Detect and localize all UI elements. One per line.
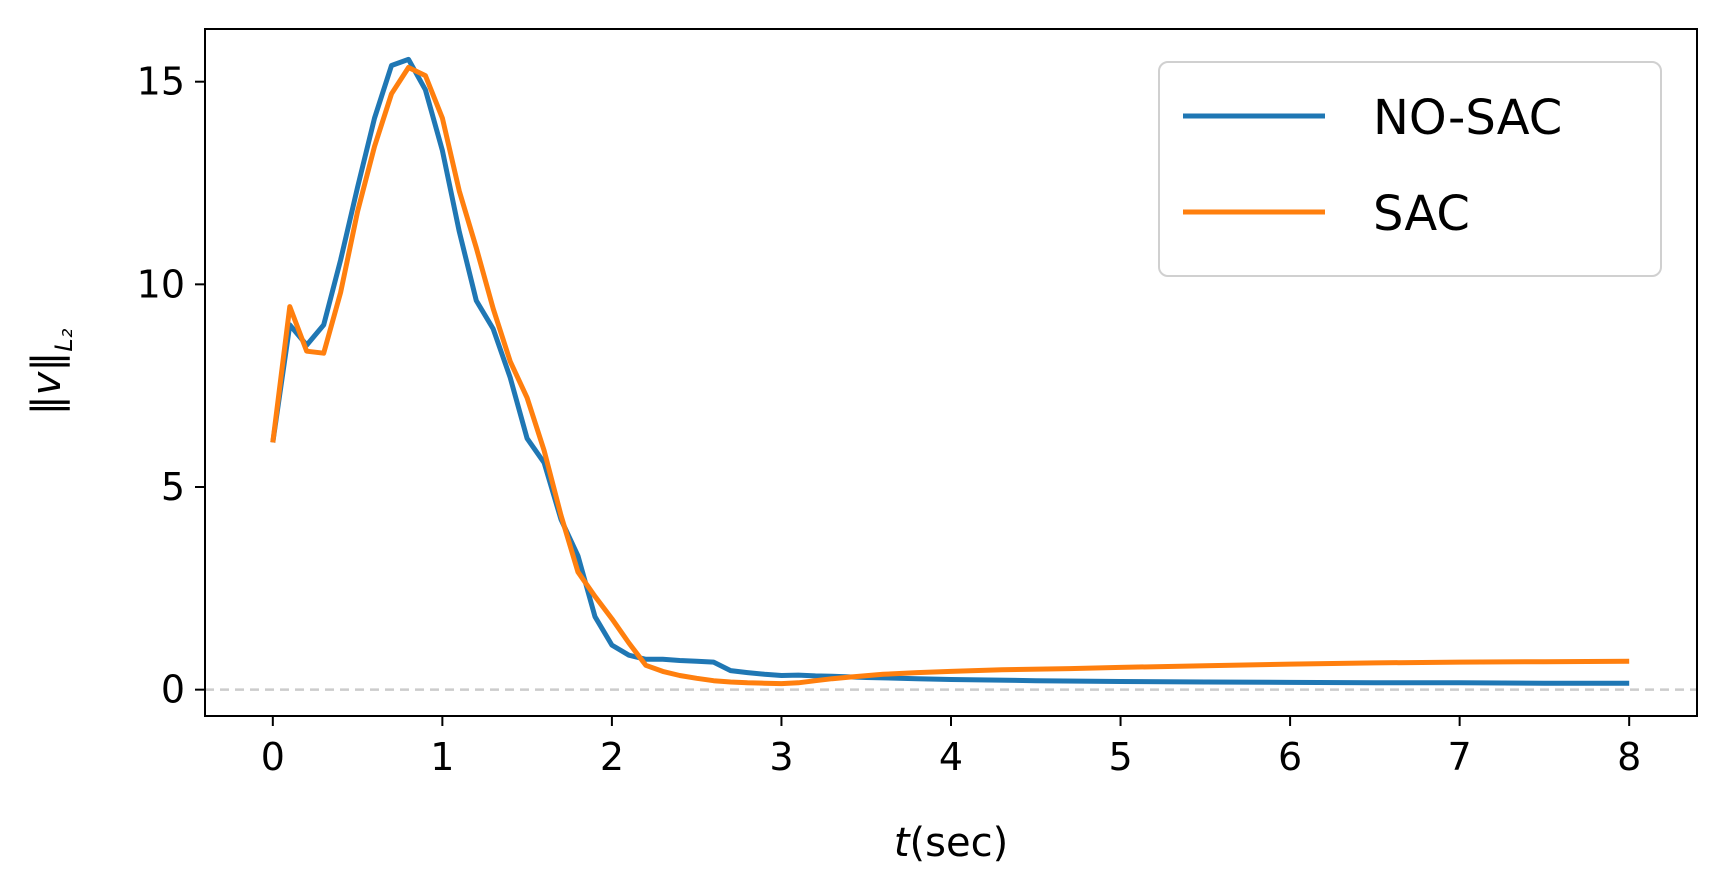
y-tick-label: 10	[137, 262, 185, 306]
x-tick-label: 5	[1108, 735, 1132, 779]
y-tick-label: 0	[161, 668, 185, 712]
series-line-no-sac	[270, 56, 1630, 686]
y-tick-label: 5	[161, 465, 185, 509]
x-tick-label: 0	[261, 735, 285, 779]
x-axis-label-rest: (sec)	[910, 820, 1009, 866]
series-layer	[270, 56, 1630, 687]
x-axis-label: t(sec)	[894, 820, 1008, 866]
y-axis: 0 5 10 15	[137, 60, 205, 712]
legend-label-no-sac: NO-SAC	[1373, 90, 1562, 146]
y-axis-label: ‖v‖L₂	[24, 328, 78, 415]
series-line-sac	[270, 65, 1630, 687]
x-tick-label: 8	[1617, 735, 1641, 779]
x-axis: 0 1 2 3 4 5 6 7 8	[261, 716, 1641, 779]
x-tick-label: 6	[1278, 735, 1302, 779]
y-axis-label-main: ‖v‖	[24, 352, 70, 416]
x-tick-label: 3	[769, 735, 793, 779]
y-axis-label-sub: L₂	[50, 328, 78, 351]
x-tick-label: 1	[430, 735, 454, 779]
x-tick-label: 4	[939, 735, 963, 779]
x-tick-label: 7	[1448, 735, 1472, 779]
legend: NO-SAC SAC	[1158, 61, 1662, 277]
x-tick-label: 2	[600, 735, 624, 779]
legend-label-sac: SAC	[1373, 186, 1470, 242]
x-axis-label-italic: t	[894, 820, 911, 866]
y-tick-label: 15	[137, 60, 185, 104]
